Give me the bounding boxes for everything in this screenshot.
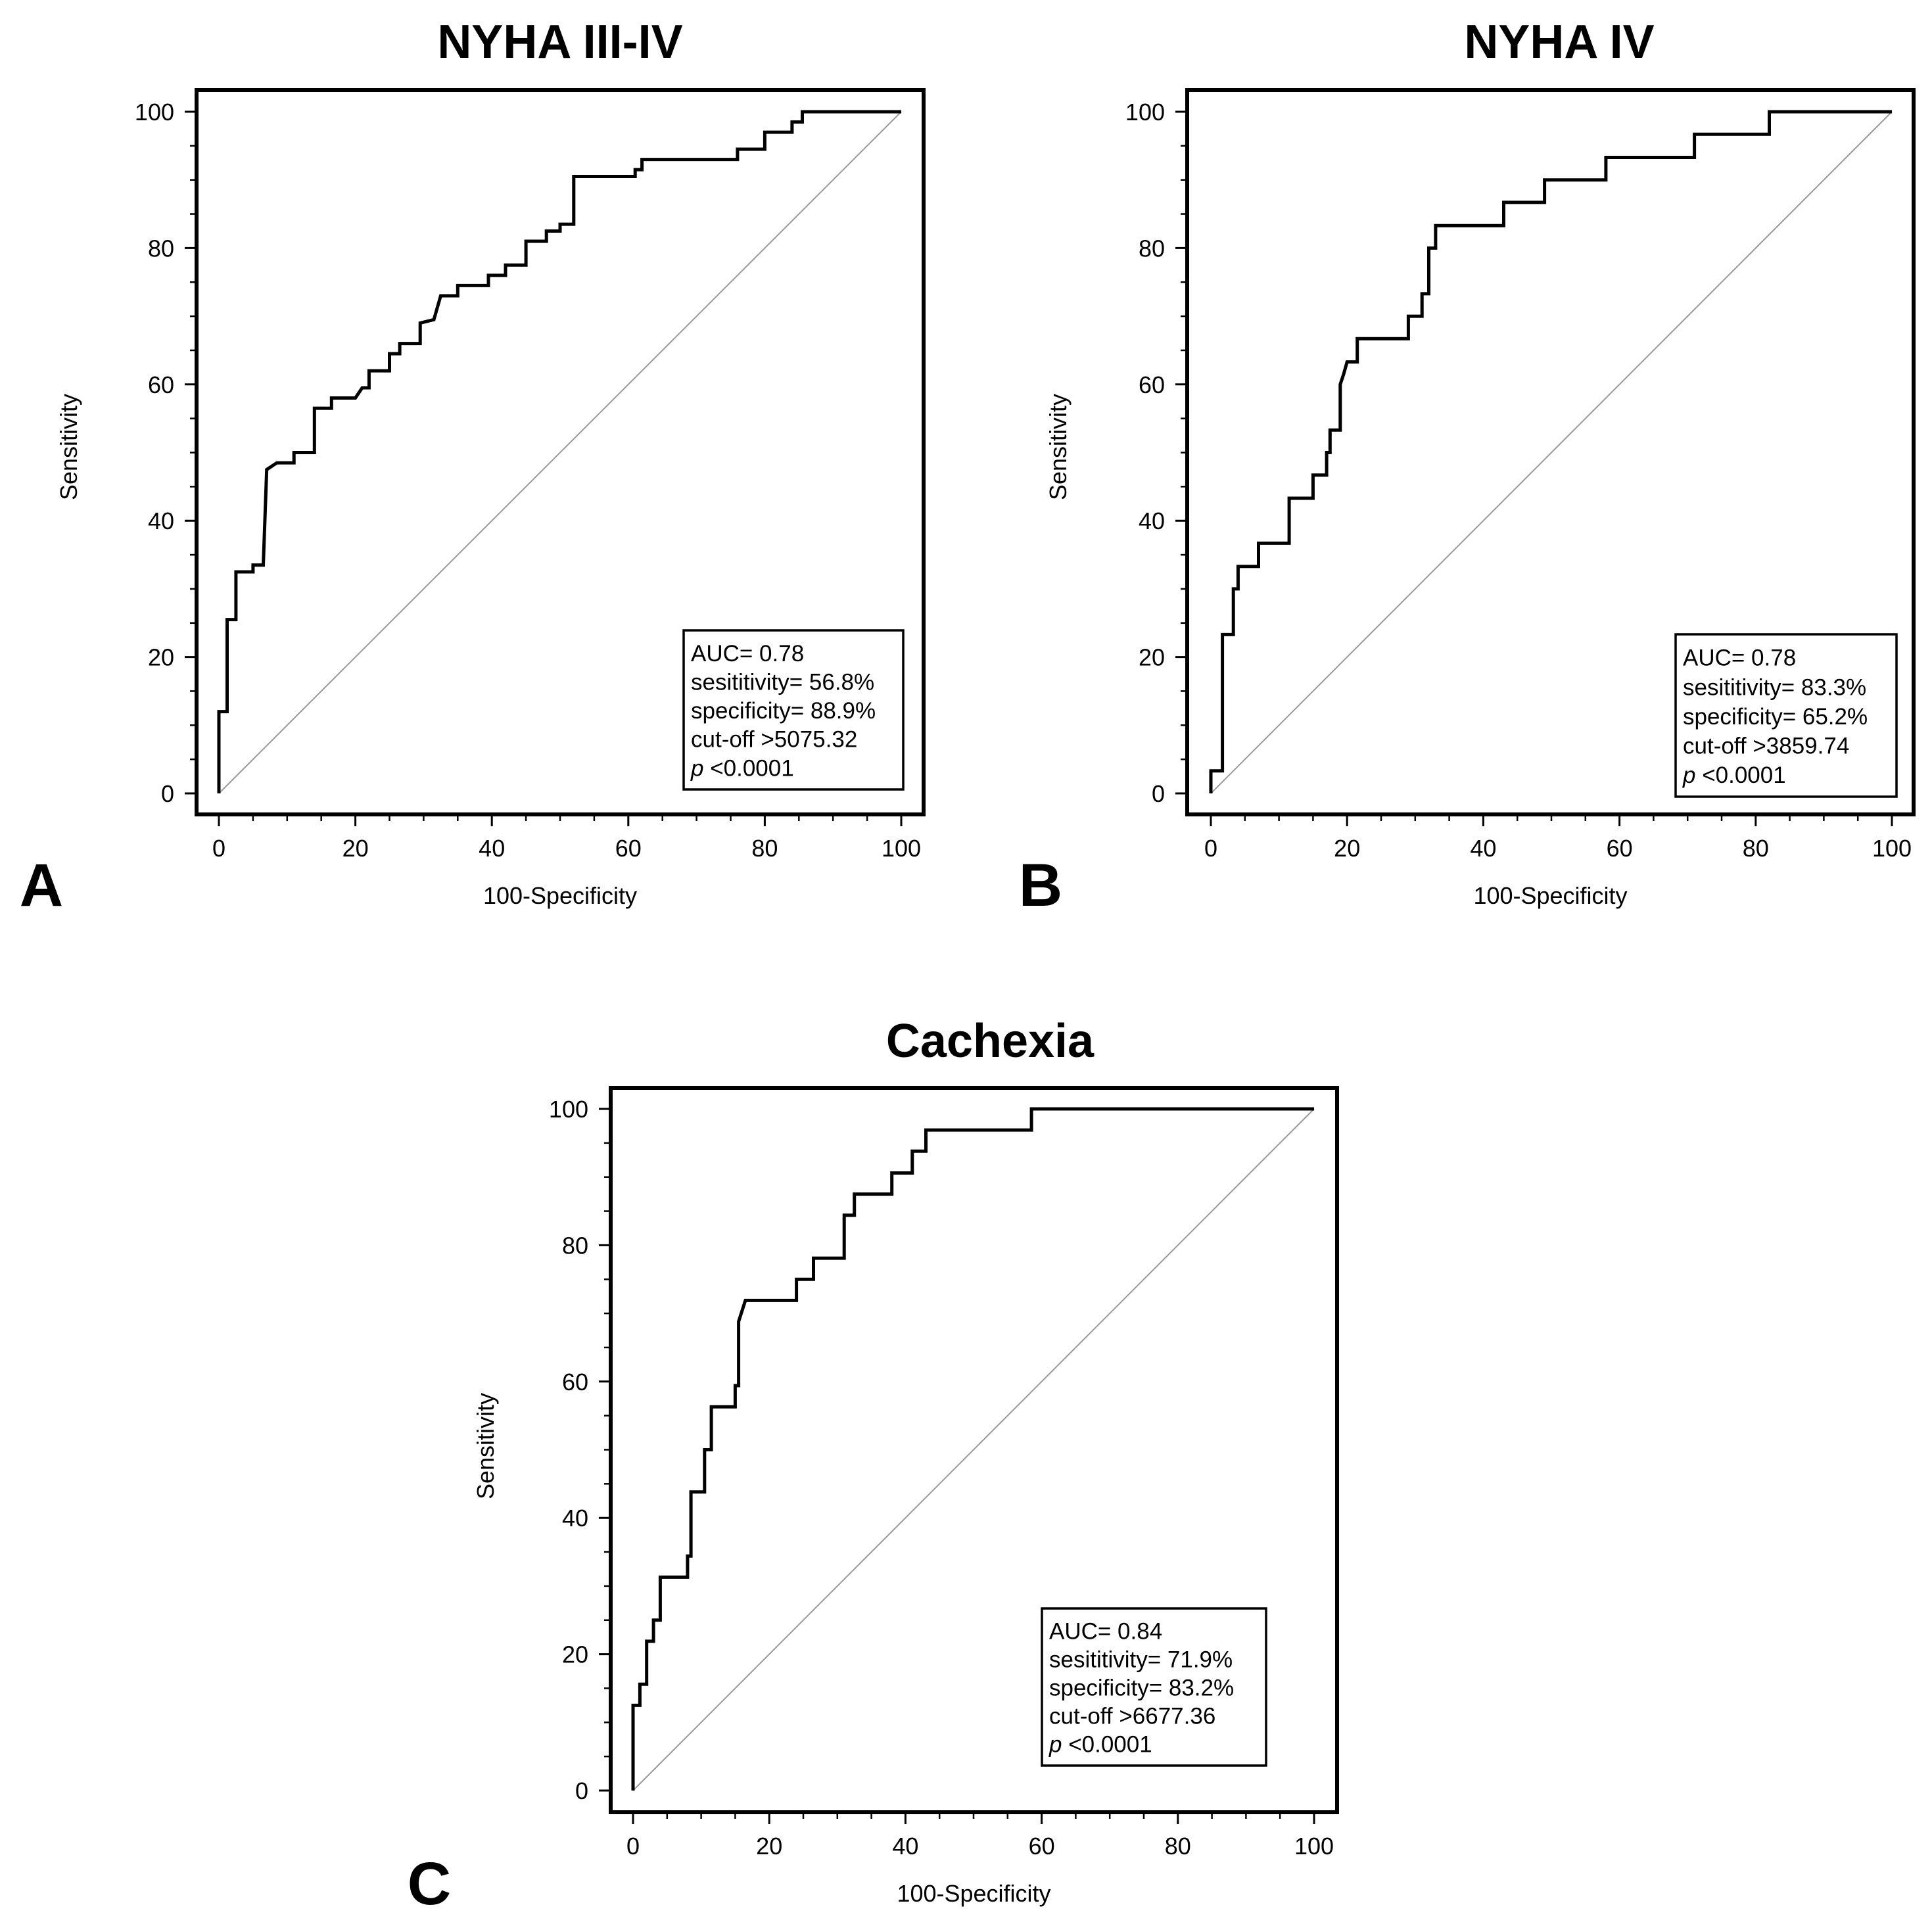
reference-diagonal-line	[1210, 111, 1893, 794]
annotation-sensitivity: sesititivity= 56.8%	[691, 669, 874, 695]
annotation-auc: AUC= 0.78	[691, 641, 804, 667]
p-value-text: <0.0001	[1062, 1731, 1152, 1757]
x-tick-label: 40	[1470, 835, 1496, 862]
reference-diagonal-line	[632, 1108, 1315, 1791]
panel-letter: C	[408, 1850, 451, 1917]
x-axis-label: 100-Specificity	[1473, 882, 1627, 909]
annotation-specificity: specificity= 65.2%	[1683, 704, 1868, 730]
annotation-auc: AUC= 0.84	[1049, 1618, 1162, 1644]
x-tick-label: 0	[626, 1833, 640, 1860]
y-tick-label: 20	[562, 1641, 588, 1668]
x-tick-label: 0	[212, 835, 225, 862]
roc-curve	[217, 110, 901, 793]
x-tick-label: 100	[882, 835, 921, 862]
stats-annotation-box: AUC= 0.78 sesititivity= 83.3% specificity=…	[1674, 633, 1898, 798]
reference-diagonal-line	[218, 111, 902, 794]
y-tick-label: 100	[549, 1096, 588, 1123]
stats-annotation-box: AUC= 0.84 sesititivity= 71.9% specificity=…	[1041, 1607, 1267, 1767]
x-tick-label: 60	[1607, 835, 1633, 862]
y-tick-label: 80	[1139, 235, 1165, 262]
annotation-sensitivity: sesititivity= 71.9%	[1049, 1647, 1233, 1672]
annotation-frame	[1674, 633, 1898, 798]
roc-panel-b: NYHA IV B 0 20 40 60 80 100 0 20 40 60 80 100 100-Spec…	[1019, 16, 1916, 919]
y-tick-label: 100	[1125, 99, 1165, 126]
x-tick-label: 20	[756, 1833, 782, 1860]
x-tick-label: 100	[1294, 1833, 1334, 1860]
x-tick-label: 20	[1334, 835, 1360, 862]
roc-curve	[631, 1107, 1314, 1791]
x-axis-label: 100-Specificity	[897, 1880, 1050, 1907]
y-axis-label: Sensitivity	[55, 394, 82, 500]
y-tick-label: 80	[148, 235, 174, 262]
annotation-frame	[1041, 1607, 1267, 1767]
p-symbol: p	[690, 755, 703, 781]
annotation-sensitivity: sesititivity= 83.3%	[1683, 674, 1866, 700]
y-tick-label: 40	[148, 507, 174, 534]
y-tick-label: 0	[1152, 780, 1165, 807]
roc-panel-a: NYHA III-IV A 0 20 40 60 80 100 0 20 40 60 80 100 100-…	[20, 16, 926, 919]
y-tick-label: 80	[562, 1232, 588, 1259]
roc-panel-c: Cachexia C 0 20 40 60 80 100 0 20 40 60 80 100 100-Spe…	[408, 1015, 1339, 1917]
x-tick-label: 80	[751, 835, 778, 862]
p-symbol: p	[1682, 762, 1695, 788]
annotation-cutoff: cut-off >5075.32	[691, 727, 857, 753]
y-tick-label: 0	[575, 1777, 588, 1804]
x-tick-label: 100	[1872, 835, 1912, 862]
x-tick-label: 40	[892, 1833, 918, 1860]
y-tick-label: 100	[135, 99, 174, 126]
chart-title: Cachexia	[886, 1015, 1095, 1067]
p-value-text: <0.0001	[1695, 762, 1785, 788]
y-axis-label: Sensitivity	[1045, 394, 1072, 500]
annotation-p-value: p <0.0001	[1048, 1731, 1152, 1757]
y-tick-label: 20	[1139, 644, 1165, 671]
roc-curve	[1209, 110, 1892, 793]
annotation-p-value: p <0.0001	[690, 755, 794, 781]
x-tick-label: 60	[1029, 1833, 1055, 1860]
y-tick-label: 60	[1139, 371, 1165, 398]
p-symbol: p	[1048, 1731, 1062, 1757]
y-tick-label: 40	[562, 1505, 588, 1532]
x-tick-label: 60	[615, 835, 642, 862]
y-tick-label: 60	[148, 371, 174, 398]
panel-letter: B	[1019, 852, 1062, 919]
x-tick-label: 80	[1743, 835, 1769, 862]
y-axis-label: Sensitivity	[472, 1393, 499, 1499]
chart-title: NYHA IV	[1464, 16, 1654, 68]
x-tick-label: 0	[1204, 835, 1217, 862]
annotation-auc: AUC= 0.78	[1683, 645, 1796, 671]
annotation-frame	[682, 629, 905, 791]
annotation-cutoff: cut-off >6677.36	[1049, 1703, 1215, 1729]
y-tick-label: 60	[562, 1369, 588, 1395]
annotation-specificity: specificity= 83.2%	[1049, 1675, 1234, 1700]
annotation-p-value: p <0.0001	[1682, 762, 1786, 788]
x-tick-label: 20	[342, 835, 369, 862]
annotation-specificity: specificity= 88.9%	[691, 698, 876, 724]
y-tick-label: 0	[161, 780, 174, 807]
chart-title: NYHA III-IV	[437, 16, 682, 68]
annotation-cutoff: cut-off >3859.74	[1683, 733, 1849, 759]
y-tick-label: 20	[148, 644, 174, 671]
x-tick-label: 40	[479, 835, 505, 862]
p-value-text: <0.0001	[703, 755, 793, 781]
x-axis-label: 100-Specificity	[483, 882, 637, 909]
y-tick-label: 40	[1139, 507, 1165, 534]
x-tick-label: 80	[1165, 1833, 1191, 1860]
panel-letter: A	[20, 852, 63, 919]
